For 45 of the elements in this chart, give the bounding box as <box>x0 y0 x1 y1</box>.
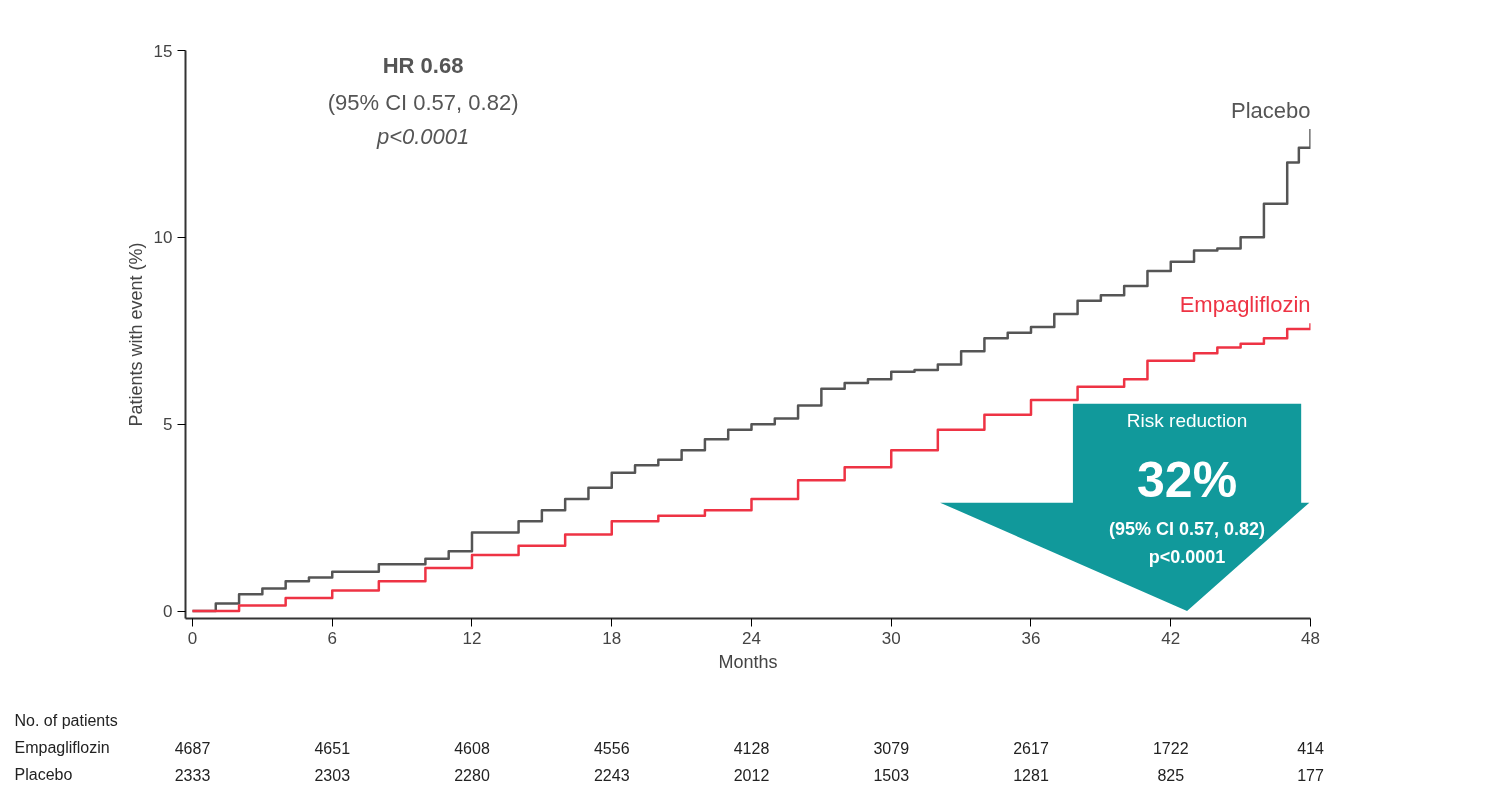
text: 4556 <box>593 739 630 757</box>
x-axis-title: Months <box>718 651 778 672</box>
text: 2617 <box>1013 739 1049 757</box>
annotation: p<0.0001 <box>375 123 470 149</box>
annotation: p<0.0001 <box>1148 546 1226 567</box>
series-label: Empagliflozin <box>1179 292 1311 318</box>
text: 1281 <box>1013 766 1049 784</box>
text: 4608 <box>454 739 490 757</box>
x-tick-label: 0 <box>187 628 198 648</box>
annotation: (95% CI 0.57, 0.82) <box>1109 518 1266 539</box>
x-tick-label: 18 <box>602 628 622 648</box>
annotation: (95% CI 0.57, 0.82) <box>327 90 519 116</box>
text: 177 <box>1297 766 1324 784</box>
annotation: Risk reduction <box>1126 409 1248 431</box>
y-axis-title: Patients with event (%) <box>125 242 146 427</box>
y-tick-label: 0 <box>163 602 173 622</box>
text: 1722 <box>1152 739 1189 757</box>
text: 2243 <box>593 766 630 784</box>
x-tick-label: 42 <box>1161 628 1181 648</box>
y-tick-label: 15 <box>153 41 173 61</box>
x-tick-label: 6 <box>327 628 337 648</box>
text: Empagliflozin <box>14 739 110 756</box>
text: 4128 <box>733 739 770 757</box>
annotation: 32% <box>1137 452 1238 509</box>
text: 414 <box>1297 739 1324 757</box>
text: 4651 <box>314 739 351 757</box>
text: 3079 <box>873 739 910 757</box>
x-tick-label: 24 <box>742 628 761 648</box>
annotation: HR 0.68 <box>382 52 464 78</box>
x-tick-label: 36 <box>1021 628 1041 648</box>
text: 2333 <box>174 766 211 784</box>
text: 2012 <box>733 766 770 784</box>
text: 1503 <box>873 766 910 784</box>
y-tick-label: 5 <box>163 415 173 435</box>
text: No. of patients <box>14 712 118 729</box>
x-tick-label: 12 <box>462 628 482 648</box>
text: 2280 <box>454 766 490 784</box>
text: 2303 <box>314 766 351 784</box>
text: Placebo <box>14 766 73 783</box>
y-tick-label: 10 <box>153 228 173 248</box>
series-label: Placebo <box>1231 97 1311 123</box>
text: 4687 <box>174 739 211 757</box>
x-tick-label: 48 <box>1301 628 1320 648</box>
x-tick-label: 30 <box>881 628 901 648</box>
text: 825 <box>1157 766 1185 784</box>
